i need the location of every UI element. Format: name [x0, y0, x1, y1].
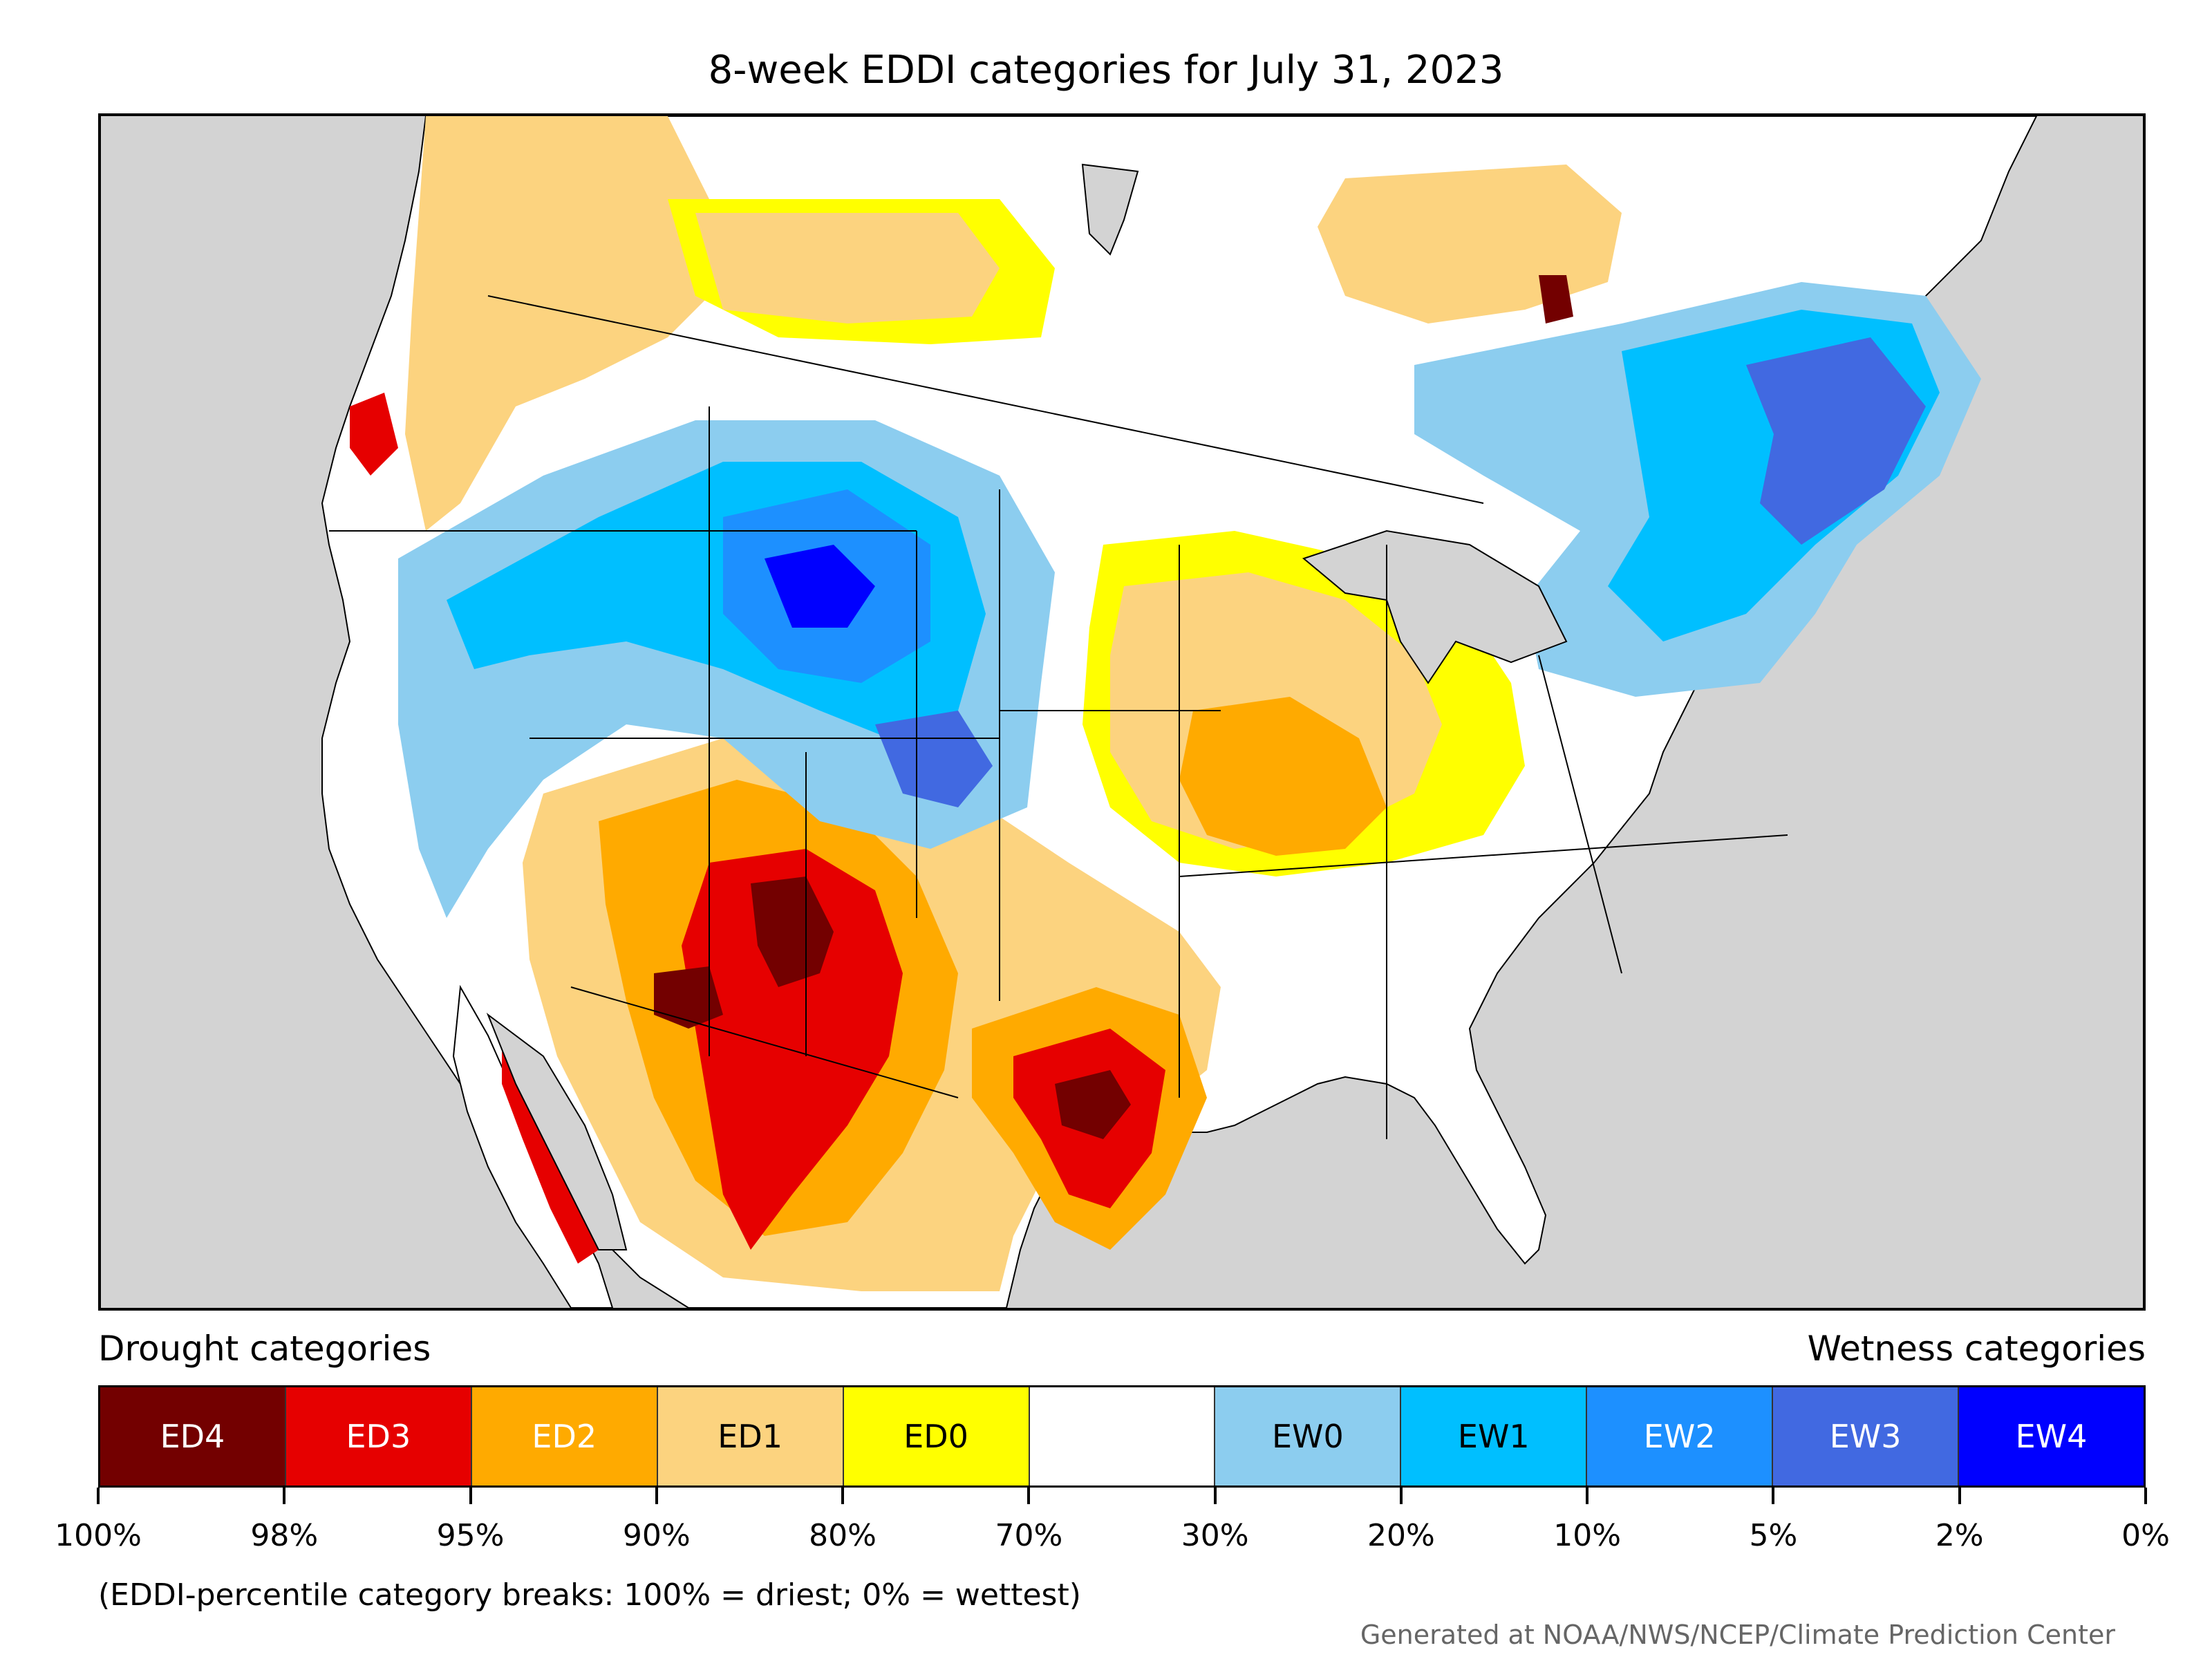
- tick-label: 95%: [436, 1518, 505, 1553]
- eddi-map: [98, 113, 2146, 1311]
- map-title: 8-week EDDI categories for July 31, 2023: [708, 48, 1504, 93]
- ew3-region-colorado: [875, 711, 993, 807]
- colorbar-tick: [283, 1488, 286, 1504]
- tick-label: 2%: [1935, 1518, 1984, 1553]
- colorbar-cell-ed4: ED4: [100, 1387, 286, 1485]
- colorbar-tick: [97, 1488, 100, 1504]
- colorbar-tick: [841, 1488, 845, 1504]
- tick-label: 80%: [809, 1518, 877, 1553]
- colorbar-cell-ed1: ED1: [657, 1387, 844, 1485]
- tick-label: 10%: [1553, 1518, 1622, 1553]
- state-borders: [329, 295, 1788, 1139]
- ed4-region-ontario: [1539, 275, 1573, 324]
- credit-line: Generated at NOAA/NWS/NCEP/Climate Predi…: [1360, 1620, 2115, 1650]
- ed4-region-texas: [1055, 1070, 1131, 1139]
- ed1-region-canada: [695, 213, 1000, 324]
- ed3-region-oregon: [350, 393, 398, 476]
- colorbar-tick: [1772, 1488, 1775, 1504]
- colorbar-tick: [1213, 1488, 1217, 1504]
- ed2-region-missouri: [1179, 697, 1387, 856]
- colorbar-cell-ed0: ED0: [843, 1387, 1030, 1485]
- colorbar-cell-ew0: EW0: [1215, 1387, 1402, 1485]
- ew3-region-quebec: [1746, 337, 1926, 545]
- tick-label: 98%: [250, 1518, 319, 1553]
- colorbar-cell-ed2: ED2: [471, 1387, 658, 1485]
- colorbar-tick: [1958, 1488, 1961, 1504]
- colorbar-tick: [655, 1488, 658, 1504]
- ed4-region-new-mexico: [751, 877, 834, 987]
- colorbar-tick: [469, 1488, 472, 1504]
- drought-heading: Drought categories: [98, 1329, 431, 1369]
- colorbar-cell-ed3: ED3: [285, 1387, 472, 1485]
- gulf-of-california: [486, 1013, 628, 1250]
- tick-label: 100%: [55, 1518, 142, 1553]
- hudson-bay: [1081, 163, 1139, 256]
- ed3-region-new-mexico: [682, 849, 903, 1250]
- colorbar-tick: [2144, 1488, 2147, 1504]
- colorbar-cell-ew2: EW2: [1587, 1387, 1774, 1485]
- category-colorbar: ED4 ED3 ED2 ED1 ED0 EW0 EW1 EW2 EW3 EW4: [98, 1385, 2146, 1488]
- wetness-heading: Wetness categories: [1807, 1329, 2146, 1369]
- tick-label: 5%: [1749, 1518, 1798, 1553]
- colorbar-cell-ew1: EW1: [1401, 1387, 1588, 1485]
- tick-label: 0%: [2121, 1518, 2170, 1553]
- category-note: (EDDI-percentile category breaks: 100% =…: [98, 1577, 1081, 1613]
- ew4-region-wyoming: [765, 545, 875, 628]
- colorbar-cell-ew3: EW3: [1773, 1387, 1960, 1485]
- ed1-region-northwest: [405, 116, 723, 531]
- colorbar-cell-ew4: EW4: [1959, 1387, 2144, 1485]
- ed4-region-arizona: [654, 966, 723, 1029]
- tick-label: 30%: [1181, 1518, 1249, 1553]
- tick-label: 90%: [622, 1518, 691, 1553]
- map-canvas: [321, 116, 2038, 1308]
- colorbar-ticks: [97, 1488, 2147, 1508]
- tick-label: 70%: [995, 1518, 1063, 1553]
- colorbar-cell-normal: [1029, 1387, 1216, 1485]
- tick-label: 20%: [1367, 1518, 1435, 1553]
- colorbar-tick: [1399, 1488, 1403, 1504]
- colorbar-tick: [1586, 1488, 1589, 1504]
- colorbar-tick: [1027, 1488, 1031, 1504]
- great-lakes: [1302, 529, 1568, 684]
